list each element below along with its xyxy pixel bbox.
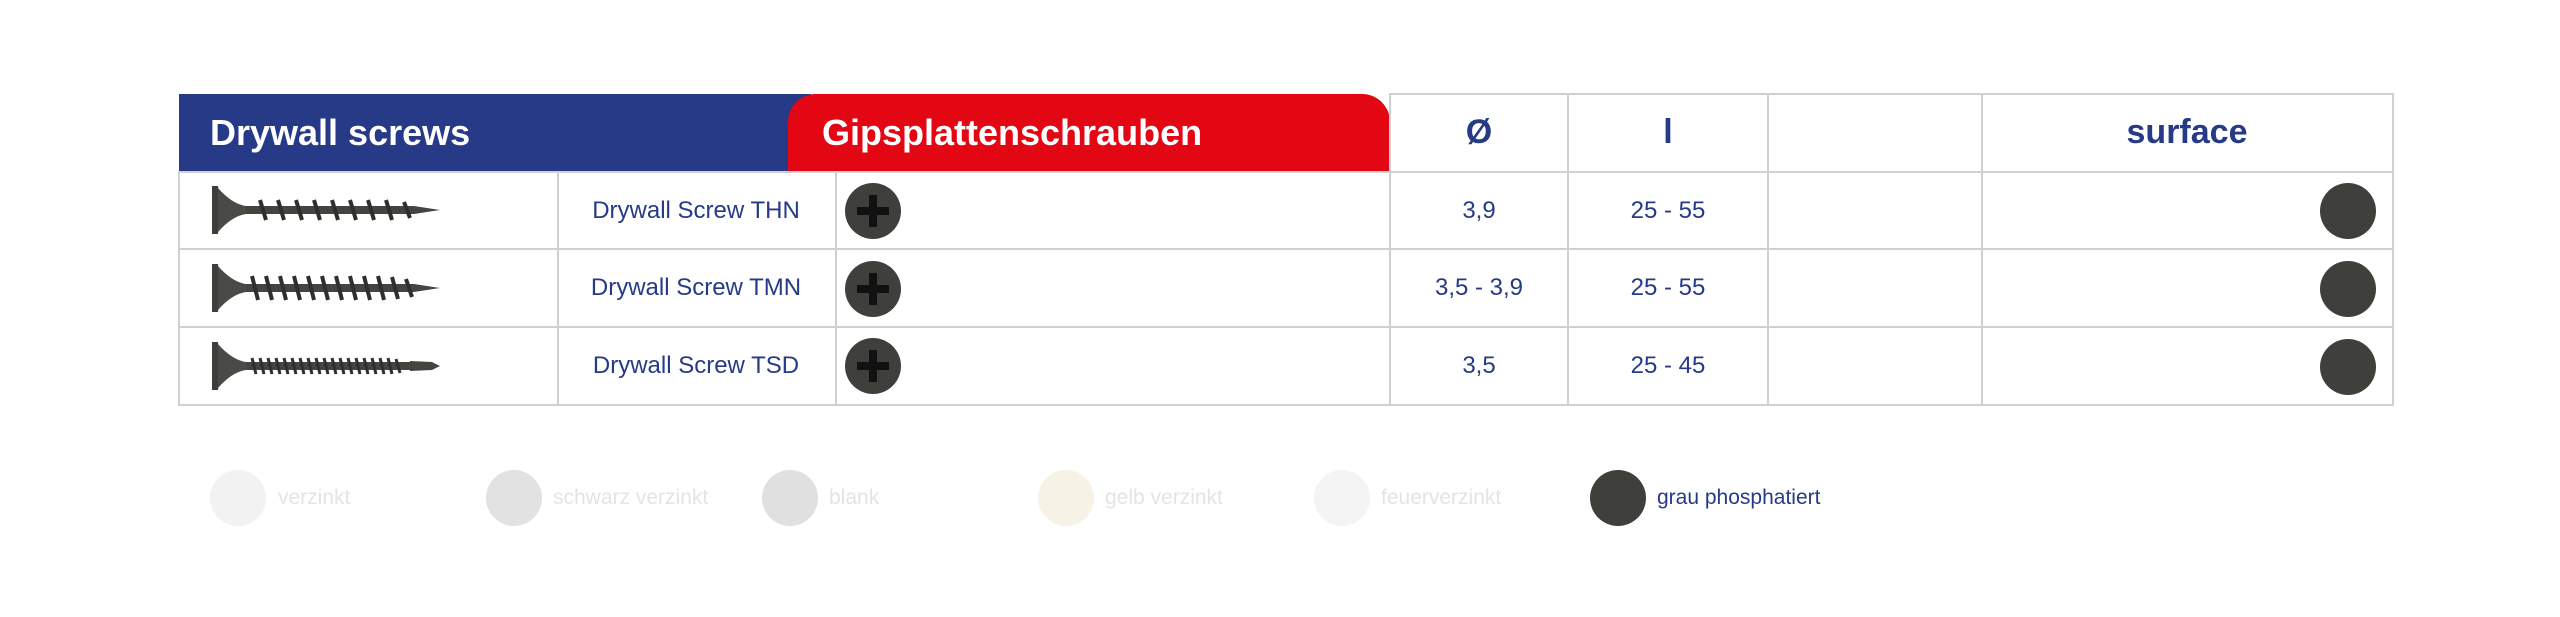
diameter-value: 3,5 <box>1462 352 1496 379</box>
surface-swatch <box>2320 261 2376 317</box>
grid-line <box>835 171 837 406</box>
phillips-head-icon <box>845 338 901 394</box>
grid-line <box>179 248 2394 250</box>
header-title-de-band: Gipsplattenschrauben <box>788 94 1390 171</box>
legend-label: gelb verzinkt <box>1105 486 1223 509</box>
legend-swatch-gelb-verzinkt <box>1038 470 1094 526</box>
column-header-diameter: Ø <box>1465 113 1493 151</box>
grid-line <box>557 171 559 406</box>
screw-tmn-image <box>212 264 440 312</box>
grid-line <box>179 326 2394 328</box>
legend-label: feuerverzinkt <box>1381 486 1502 509</box>
grid-line <box>1390 93 2394 95</box>
legend-swatch-grau-phosphatiert <box>1590 470 1646 526</box>
legend-swatch-verzinkt <box>210 470 266 526</box>
diameter-value: 3,5 - 3,9 <box>1434 274 1524 301</box>
length-value: 25 - 55 <box>1630 197 1706 224</box>
legend-label: grau phosphatiert <box>1657 486 1821 509</box>
legend-swatch-feuerverzinkt <box>1314 470 1370 526</box>
grid-line <box>178 171 180 406</box>
grid-line <box>2392 93 2394 406</box>
legend-label: blank <box>829 486 880 509</box>
diameter-value: 3,9 <box>1462 197 1496 224</box>
grid-line <box>1567 93 1569 406</box>
legend-swatch-schwarz-verzinkt <box>486 470 542 526</box>
header-title-en-band: Drywall screws <box>179 94 811 171</box>
column-header-empty <box>1768 94 1982 171</box>
grid-line <box>1767 93 1769 406</box>
screw-name: Drywall Screw TMN <box>590 274 802 301</box>
length-value: 25 - 45 <box>1630 352 1706 379</box>
screw-name: Drywall Screw THN <box>592 197 800 224</box>
phillips-head-icon <box>845 183 901 239</box>
length-value: 25 - 55 <box>1630 274 1706 301</box>
grid-line <box>179 404 2394 406</box>
surface-swatch <box>2320 339 2376 395</box>
legend-label: schwarz verzinkt <box>553 486 709 509</box>
grid-line <box>1981 93 1983 406</box>
surface-swatch <box>2320 183 2376 239</box>
phillips-head-icon <box>845 261 901 317</box>
header-title-de: Gipsplattenschrauben <box>822 112 1203 153</box>
legend-label: verzinkt <box>278 486 351 509</box>
column-header-length: l <box>1663 113 1673 151</box>
column-header-surface: surface <box>2126 113 2248 151</box>
screw-tsd-image <box>212 342 440 390</box>
screw-thn-image <box>212 186 440 234</box>
grid-line <box>179 171 2394 173</box>
header-title-en: Drywall screws <box>210 112 471 153</box>
screw-name: Drywall Screw TSD <box>592 352 800 379</box>
grid-line <box>1389 93 1391 406</box>
legend-swatch-blank <box>762 470 818 526</box>
